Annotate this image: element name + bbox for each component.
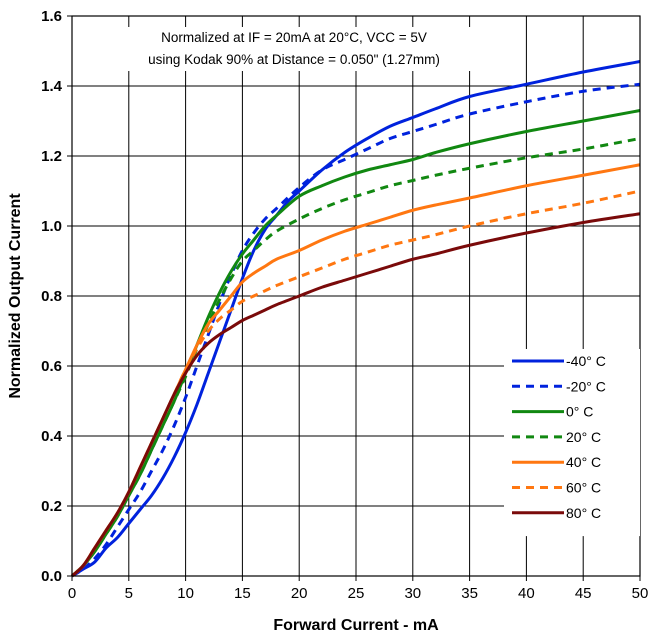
y-tick-label: 0.0 xyxy=(41,568,62,585)
x-tick-label: 15 xyxy=(234,585,251,602)
x-tick-label: 25 xyxy=(348,585,365,602)
annotation-background xyxy=(114,27,474,71)
x-tick-label: 20 xyxy=(291,585,308,602)
legend-label-6: 80° C xyxy=(566,505,601,521)
series-line-1 xyxy=(71,82,641,578)
x-tick-label: 40 xyxy=(518,585,535,602)
x-tick-label: 0 xyxy=(68,585,76,602)
x-axis-label: Forward Current - mA xyxy=(273,617,439,634)
series-line-2 xyxy=(70,109,641,578)
x-tick-label: 10 xyxy=(177,585,194,602)
annotation-line-1: Normalized at IF = 20mA at 20°C, VCC = 5… xyxy=(161,30,427,45)
legend: -40° C -20° C 0° C 20° C 40° C 60° C 80° C xyxy=(504,349,640,537)
legend-label-3: 20° C xyxy=(566,429,601,445)
annotation-block: Normalized at IF = 20mA at 20°C, VCC = 5… xyxy=(114,27,474,71)
series-lines xyxy=(70,60,641,578)
legend-label-1: -20° C xyxy=(566,378,606,394)
legend-label-0: -40° C xyxy=(566,353,606,369)
legend-label-2: 0° C xyxy=(566,404,593,420)
y-tick-label: 1.0 xyxy=(41,218,62,235)
y-tick-label: 1.2 xyxy=(41,148,62,165)
tick-labels: 0 5 10 15 20 25 30 35 40 45 50 0.0 0.2 0.4 0.6 0.8 1.0 1.… xyxy=(41,8,648,602)
y-axis-label: Normalized Output Current xyxy=(7,193,24,399)
y-tick-label: 0.2 xyxy=(41,498,62,515)
x-tick-label: 45 xyxy=(575,585,592,602)
y-tick-label: 0.4 xyxy=(41,428,63,445)
legend-label-5: 60° C xyxy=(566,480,601,496)
series-line-3 xyxy=(70,137,641,578)
y-tick-label: 1.6 xyxy=(41,8,62,25)
legend-background xyxy=(504,349,640,537)
x-tick-label: 30 xyxy=(404,585,421,602)
series-line-6 xyxy=(70,212,641,578)
legend-label-4: 40° C xyxy=(566,454,601,470)
y-tick-label: 1.4 xyxy=(41,78,63,95)
y-tick-label: 0.8 xyxy=(41,288,62,305)
x-tick-label: 5 xyxy=(125,585,133,602)
annotation-line-2: using Kodak 90% at Distance = 0.050" (1.… xyxy=(148,52,440,67)
y-tick-label: 0.6 xyxy=(41,358,62,375)
series-line-0 xyxy=(71,60,641,578)
x-tick-label: 50 xyxy=(632,585,649,602)
x-tick-label: 35 xyxy=(461,585,478,602)
